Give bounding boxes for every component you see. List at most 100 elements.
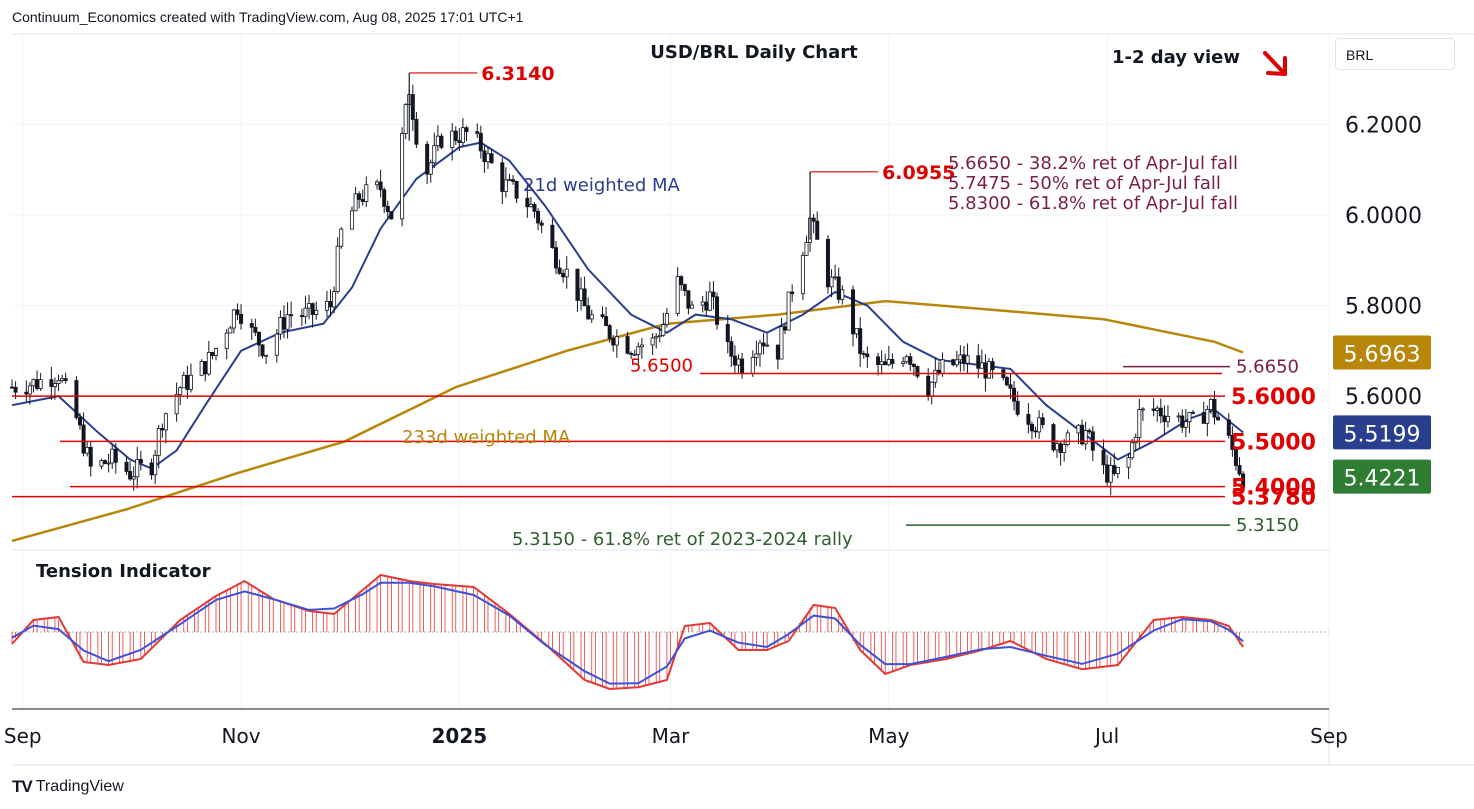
candle-body — [915, 366, 920, 377]
candle-body — [507, 179, 512, 182]
candle — [1230, 426, 1235, 457]
candle-body — [35, 379, 40, 389]
candle-body — [378, 181, 383, 191]
candle-body — [403, 104, 408, 134]
candle — [503, 167, 508, 198]
candle-body — [450, 130, 455, 148]
candle — [199, 359, 204, 376]
candle — [532, 202, 537, 218]
candle-body — [825, 238, 830, 288]
candle — [260, 344, 265, 359]
candle-body — [904, 356, 909, 363]
candle-body — [961, 354, 966, 364]
candle-body — [933, 369, 938, 383]
candle-body — [60, 378, 65, 381]
candle-body — [1237, 465, 1242, 475]
price-tick-label: 6.2000 — [1345, 114, 1422, 139]
candle-body — [1165, 415, 1170, 423]
candle — [1130, 438, 1135, 460]
candle-body — [1015, 400, 1020, 415]
candle — [478, 125, 483, 159]
candle-body — [56, 380, 61, 384]
candle-body — [1033, 430, 1038, 433]
candle-body — [1140, 408, 1145, 411]
level-label: 5.4000 — [1231, 476, 1316, 501]
candle-body — [1115, 466, 1120, 474]
tension-indicator-pane — [11, 573, 1329, 691]
candle — [500, 157, 505, 205]
candle — [239, 304, 244, 330]
candle-body — [314, 309, 319, 315]
candle-body — [786, 291, 791, 331]
candle-body — [1026, 413, 1031, 425]
candle-body — [103, 460, 108, 465]
candle — [1233, 446, 1238, 471]
candle — [339, 226, 344, 249]
candle-body — [736, 358, 741, 366]
candle-body — [77, 417, 82, 426]
candle — [804, 235, 809, 256]
tradingview-logo-icon: TV — [12, 777, 33, 796]
candle — [604, 306, 609, 327]
candle — [81, 412, 86, 457]
candle-body — [926, 375, 931, 397]
tradingview-brand[interactable]: TV TradingView — [12, 777, 124, 797]
candle — [589, 309, 594, 323]
level-label: 5.6650 — [1236, 357, 1299, 378]
candle — [586, 297, 591, 320]
candle-body — [1155, 407, 1160, 411]
candle — [1008, 373, 1013, 400]
candle-body — [707, 291, 712, 311]
candle-body — [353, 193, 358, 212]
candle-body — [63, 378, 68, 381]
candle-body — [1055, 443, 1060, 451]
candle-body — [553, 247, 558, 269]
candle-body — [1101, 449, 1106, 466]
candle-body — [235, 309, 240, 315]
candle-body — [983, 362, 988, 379]
candle — [106, 453, 111, 473]
candle-body — [1126, 457, 1131, 468]
candle-body — [213, 348, 218, 356]
candle — [575, 268, 580, 312]
candle — [138, 450, 143, 471]
candle — [332, 286, 337, 314]
candle — [908, 352, 913, 372]
candle — [707, 281, 712, 312]
candle-body — [883, 361, 888, 366]
candle — [990, 357, 995, 379]
candle-body — [31, 379, 36, 387]
candle-body — [815, 220, 820, 240]
candle — [632, 349, 637, 356]
candle — [1101, 439, 1106, 475]
candle-body — [775, 344, 780, 360]
candle — [715, 292, 720, 330]
candles: 6.3140 6.0955 — [9, 63, 1246, 496]
candle-body — [131, 476, 136, 480]
candle-body — [679, 276, 684, 285]
candle-body — [1008, 384, 1013, 389]
time-axis-ticks: Sep Nov 2025 Mar May Jul Sep — [4, 724, 1348, 748]
candle — [1062, 439, 1067, 462]
candle-body — [865, 353, 870, 358]
candle-body — [264, 354, 269, 357]
candle-body — [203, 361, 208, 375]
candle-body — [307, 303, 312, 309]
candle — [836, 267, 841, 304]
candle — [686, 290, 691, 315]
candle-body — [1183, 421, 1188, 428]
candle — [1004, 375, 1009, 387]
candle-body — [239, 314, 244, 324]
candle — [865, 346, 870, 368]
candle-body — [879, 361, 884, 365]
candle — [1216, 413, 1221, 421]
candle-body — [600, 314, 605, 317]
candle — [49, 366, 54, 400]
candle-body — [349, 210, 354, 230]
candle-body — [657, 334, 662, 337]
candle — [825, 234, 830, 294]
candle-body — [1076, 424, 1081, 434]
candle-body — [732, 355, 737, 366]
symbol-box[interactable]: BRL — [1335, 38, 1455, 70]
candle-body — [278, 317, 283, 335]
